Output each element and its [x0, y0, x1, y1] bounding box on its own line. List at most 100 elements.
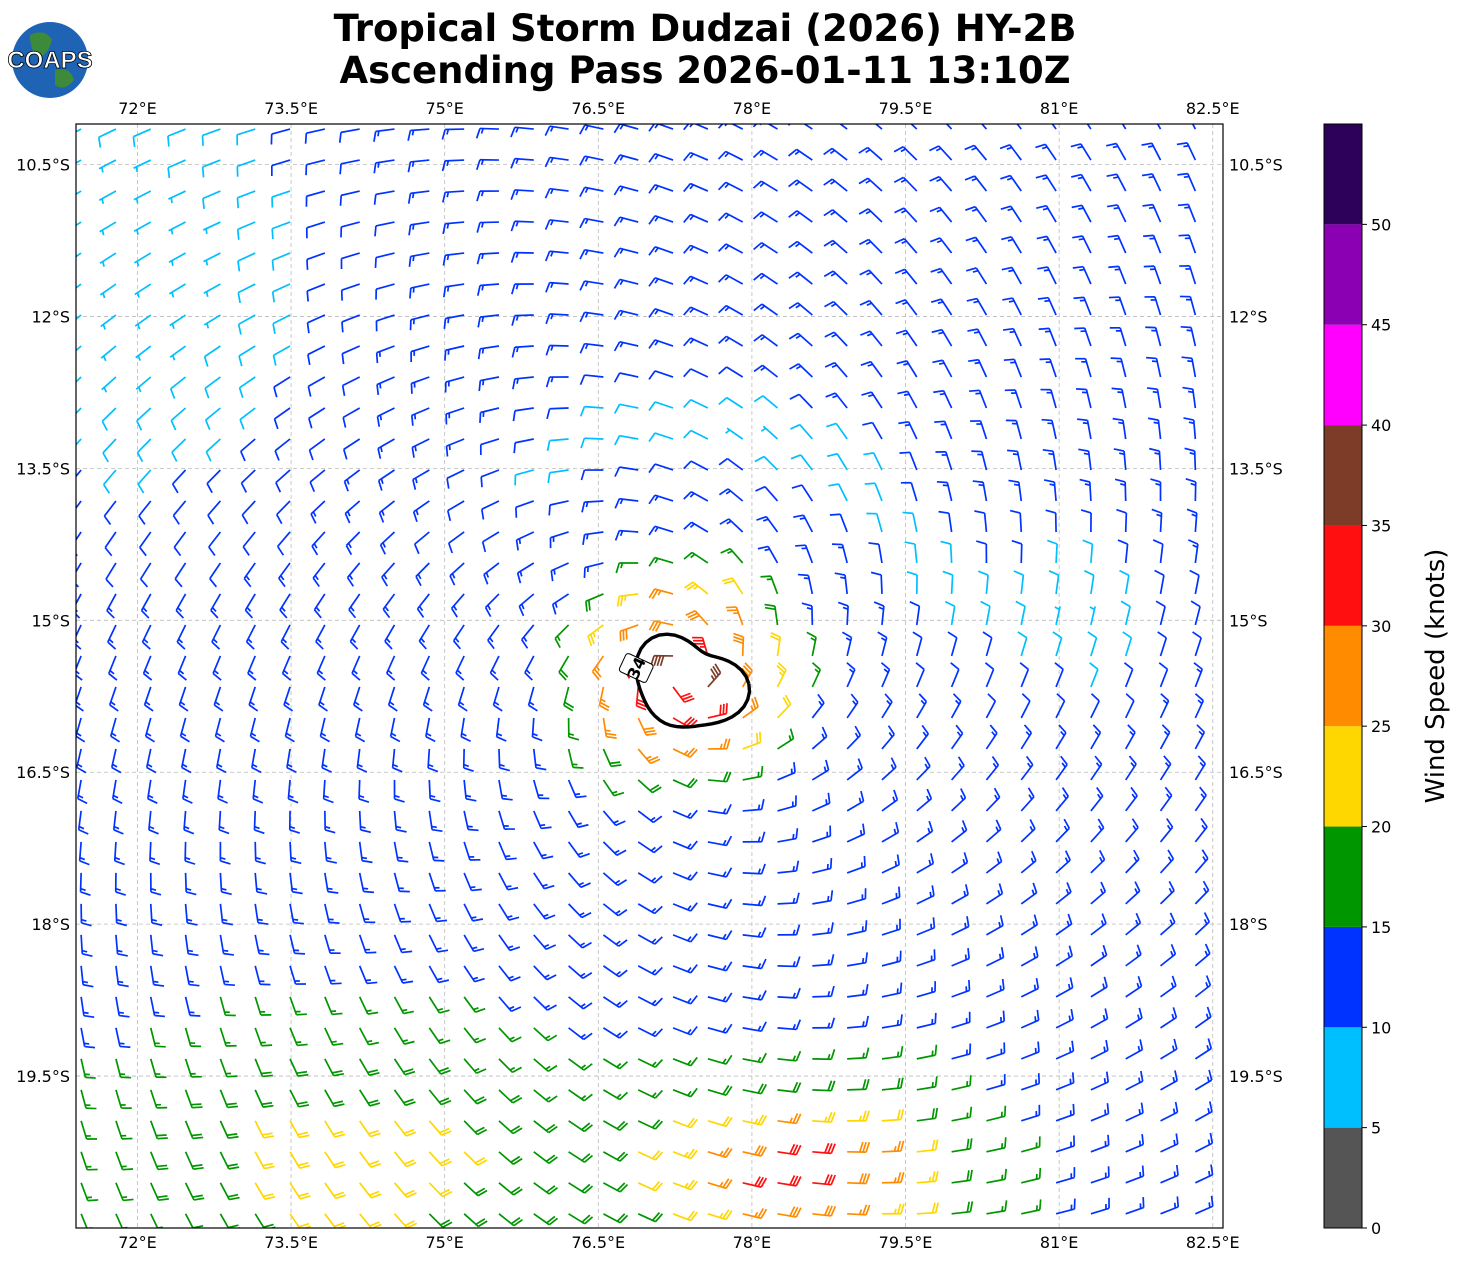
wind-barb	[391, 748, 403, 773]
wind-barb	[567, 872, 591, 889]
lat-tick-label-left: 10.5°S	[16, 156, 70, 175]
wind-barb	[932, 359, 953, 378]
wind-barb	[149, 965, 165, 987]
lat-tick-label-right: 10.5°S	[1229, 156, 1283, 175]
wind-barb	[1120, 600, 1131, 626]
wind-barb	[358, 779, 370, 804]
wind-barb	[373, 159, 395, 174]
wind-barb	[672, 1117, 698, 1129]
wind-barb	[169, 345, 187, 361]
wind-barb	[1194, 1164, 1214, 1184]
colorbar-tick-label: 35	[1371, 516, 1391, 535]
wind-barb	[341, 376, 361, 396]
wind-barb	[1125, 1165, 1145, 1184]
wind-barb	[462, 748, 474, 772]
wind-barb	[149, 1027, 166, 1048]
wind-barb	[558, 655, 570, 681]
wind-barb	[254, 1027, 273, 1047]
colorbar-tick-label: 40	[1371, 416, 1391, 435]
wind-barb	[524, 655, 535, 681]
wind-barb	[106, 593, 117, 619]
wind-barb	[742, 1145, 768, 1157]
wind-barb	[289, 1089, 310, 1108]
wind-barb	[533, 872, 555, 890]
wind-barb	[393, 1182, 417, 1198]
wind-barb	[756, 515, 779, 533]
wind-barb	[648, 215, 674, 225]
wind-barb	[742, 1114, 768, 1126]
wind-barb	[409, 283, 430, 299]
wind-barb	[951, 916, 970, 936]
wind-barb	[140, 593, 152, 619]
wind-barb	[613, 372, 639, 383]
wind-barb	[515, 500, 535, 518]
wind-barb	[683, 551, 709, 564]
wind-barb	[134, 283, 152, 298]
wind-barb	[428, 965, 450, 984]
lat-tick-label-right: 15°S	[1229, 611, 1268, 630]
wind-barb	[916, 1012, 937, 1029]
wind-barb	[101, 407, 117, 431]
wind-barb	[931, 328, 953, 347]
wind-barb	[284, 717, 295, 743]
wind-barb	[1090, 1134, 1110, 1153]
wind-barb	[672, 809, 698, 820]
wind-barb	[308, 438, 326, 461]
wind-barb	[1194, 943, 1211, 967]
wind-barb	[613, 403, 639, 414]
wind-barb	[1055, 977, 1074, 998]
wind-barb	[133, 221, 152, 235]
wind-barb	[338, 128, 360, 143]
wind-barb	[184, 934, 199, 957]
wind-barb	[463, 996, 486, 1013]
wind-barb	[387, 686, 398, 712]
wind-barb	[358, 1120, 381, 1138]
wind-barb	[76, 376, 82, 383]
wind-barb	[846, 758, 863, 781]
wind-barb	[149, 1182, 169, 1202]
wind-barb	[136, 438, 152, 463]
wind-barb	[169, 314, 187, 329]
wind-barb	[579, 186, 604, 198]
coaps-logo: COAPS	[7, 22, 93, 98]
wind-barb	[219, 1027, 237, 1047]
34kt-contour: 34	[618, 632, 752, 729]
wind-barb	[149, 1089, 168, 1109]
wind-barb	[450, 593, 465, 618]
wind-barb	[648, 246, 674, 256]
wind-barb	[568, 1120, 593, 1133]
wind-barb	[174, 562, 187, 588]
wind-barb	[1184, 447, 1197, 471]
colorbar-bin	[1324, 224, 1362, 325]
wind-barb	[579, 280, 604, 291]
wind-barb	[344, 500, 361, 524]
wind-barb	[1051, 124, 1057, 130]
wind-barb	[717, 243, 744, 254]
wind-barb	[1176, 142, 1197, 161]
wind-barb	[176, 624, 187, 650]
wind-barb	[1090, 944, 1108, 967]
wind-barb	[377, 469, 395, 491]
wind-barb	[420, 655, 431, 681]
wind-barb	[236, 128, 256, 146]
wind-barb	[1195, 1195, 1214, 1215]
wind-barb	[428, 1120, 452, 1137]
wind-barb	[602, 934, 628, 947]
wind-barb	[707, 663, 722, 688]
wind-barb	[986, 1168, 1008, 1184]
wind-barb	[219, 1058, 238, 1078]
wind-barb	[579, 217, 604, 229]
wind-barb	[545, 376, 569, 388]
wind-barb	[980, 600, 991, 626]
wind-barb	[375, 345, 395, 364]
wind-barb	[811, 792, 831, 812]
wind-barb	[354, 717, 366, 743]
wind-barb	[324, 810, 336, 834]
wind-barb	[407, 190, 430, 204]
wind-barb	[1017, 631, 1028, 657]
wind-barb	[1178, 234, 1197, 254]
wind-barb	[79, 872, 91, 896]
wind-barb	[531, 717, 543, 742]
wind-barb	[1055, 818, 1071, 843]
wind-barb	[428, 779, 441, 803]
